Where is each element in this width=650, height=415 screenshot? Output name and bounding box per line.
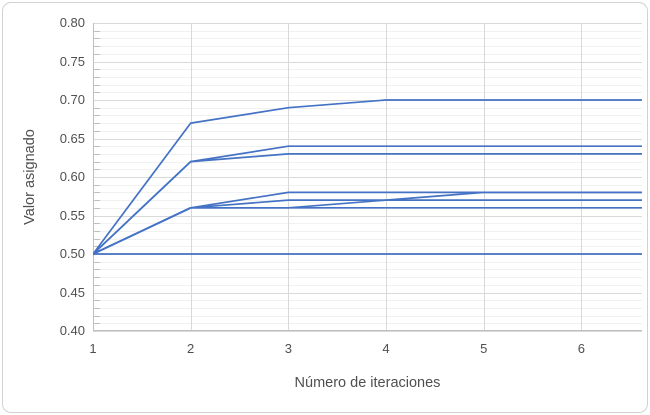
plot-area <box>93 23 642 332</box>
y-tick-label: 0.70 <box>59 92 85 107</box>
y-tick-label: 0.60 <box>59 169 85 184</box>
y-tick-label: 0.55 <box>59 207 85 223</box>
x-tick-label: 5 <box>480 341 488 356</box>
x-tick-label: 3 <box>284 341 292 356</box>
x-tick-label: 6 <box>577 341 586 356</box>
x-tick-label: 4 <box>382 341 390 356</box>
y-tick-label: 0.50 <box>59 246 85 261</box>
y-tick-label: 0.65 <box>59 130 85 146</box>
y-tick-label: 0.40 <box>59 323 85 338</box>
y-tick-label: 0.75 <box>59 53 85 69</box>
y-tick-label: 0.45 <box>59 284 85 300</box>
x-tick-label: 1 <box>89 341 97 356</box>
x-tick-label: 2 <box>187 341 195 356</box>
y-tick-label: 0.80 <box>59 15 85 30</box>
x-axis-title: Número de iteraciones <box>294 375 441 391</box>
